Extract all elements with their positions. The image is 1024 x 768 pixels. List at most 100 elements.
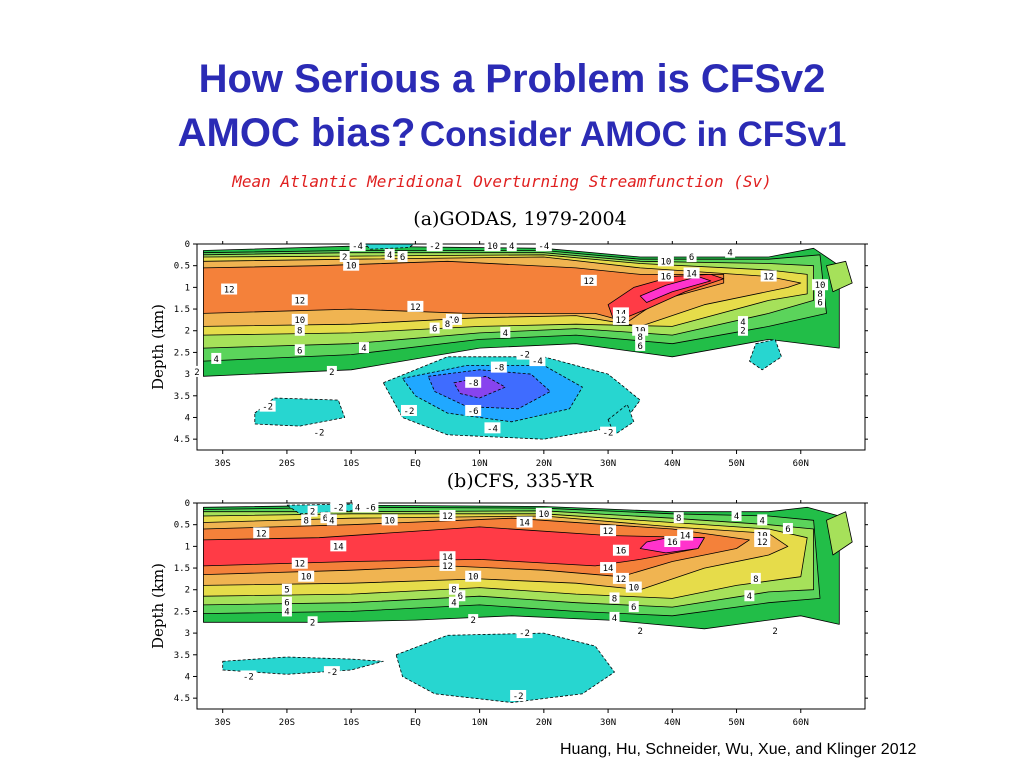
y-tick-label: 2 bbox=[185, 586, 190, 596]
contour-label-box bbox=[516, 348, 533, 360]
contour-label-box bbox=[686, 251, 697, 263]
x-tick-label: 30S bbox=[215, 718, 231, 728]
contour-label-box bbox=[326, 514, 337, 526]
contour-label: 12 bbox=[294, 560, 305, 570]
contour-label: -4 bbox=[352, 242, 363, 252]
y-tick-label: 3 bbox=[185, 629, 190, 639]
contour-label-box bbox=[294, 344, 305, 356]
contour-label-box bbox=[253, 527, 270, 539]
title-line-2-part-2: Consider AMOC in CFSv1 bbox=[419, 115, 847, 154]
contour-label-box bbox=[600, 562, 617, 574]
contour-label: -2 bbox=[519, 629, 530, 639]
contour-label: 10 bbox=[815, 281, 826, 291]
contour-label: -2 bbox=[429, 242, 440, 252]
contour-label-box bbox=[307, 616, 318, 628]
contour-label: 6 bbox=[458, 592, 463, 602]
contour-label: 10 bbox=[294, 316, 305, 326]
contour-band bbox=[203, 526, 705, 567]
x-tick-label: 40N bbox=[664, 718, 680, 728]
x-tick-label: 20N bbox=[536, 718, 552, 728]
contour-label-box bbox=[754, 529, 771, 541]
contour-label-box bbox=[770, 624, 781, 636]
contour-label-box bbox=[330, 501, 347, 513]
contour-label: 6 bbox=[785, 525, 790, 535]
contour-label: -2 bbox=[326, 668, 337, 678]
contour-label: 4 bbox=[361, 344, 366, 354]
figure-caption: Mean Atlantic Meridional Overturning Str… bbox=[232, 172, 772, 191]
contour-label: 2 bbox=[637, 627, 642, 637]
x-tick-label: EQ bbox=[410, 718, 421, 728]
contour-label: 6 bbox=[297, 346, 302, 356]
y-tick-label: 1 bbox=[185, 283, 190, 293]
contour-label: 6 bbox=[400, 253, 405, 263]
contour-label-box bbox=[744, 590, 755, 602]
contour-label-box bbox=[635, 624, 646, 636]
contour-label: -4 bbox=[532, 357, 543, 367]
contour-label-box bbox=[609, 611, 620, 623]
contour-label: 16 bbox=[660, 273, 671, 283]
x-tick-label: 10S bbox=[343, 718, 359, 728]
x-tick-label: 10S bbox=[343, 459, 359, 469]
contour-label: 4 bbox=[509, 242, 514, 252]
contour-label: 8 bbox=[676, 514, 681, 524]
x-tick-label: EQ bbox=[410, 459, 421, 469]
contour-label: 10 bbox=[346, 262, 357, 272]
y-tick-label: 1.5 bbox=[174, 305, 190, 315]
contour-label-box bbox=[812, 279, 829, 291]
x-tick-label: 20S bbox=[279, 459, 295, 469]
contour-label-box bbox=[343, 259, 360, 271]
y-axis-label: Depth (km) bbox=[149, 563, 167, 649]
contour-label: 4 bbox=[760, 516, 765, 526]
contour-label: 12 bbox=[294, 296, 305, 306]
contour-label-box bbox=[612, 572, 629, 584]
contour-label: 8 bbox=[445, 320, 450, 330]
contour-label: 6 bbox=[631, 603, 636, 613]
contour-label: 4 bbox=[612, 614, 617, 624]
contour-label-box bbox=[397, 251, 408, 263]
contour-label: 16 bbox=[616, 547, 627, 557]
contour-label-box bbox=[320, 512, 331, 524]
contour-label: 4 bbox=[329, 516, 334, 526]
contour-label-box bbox=[750, 572, 761, 584]
contour-label-box bbox=[468, 614, 479, 626]
contour-label-box bbox=[580, 274, 597, 286]
contour-band bbox=[395, 632, 615, 703]
contour-label: 2 bbox=[310, 618, 315, 628]
contour-label: 12 bbox=[442, 512, 453, 522]
contour-label: -6 bbox=[365, 503, 376, 513]
contour-label-box bbox=[612, 313, 629, 325]
contour-label: 2 bbox=[310, 508, 315, 518]
contour-label: -6 bbox=[468, 407, 479, 417]
contour-label-box bbox=[465, 570, 482, 582]
plot-frame bbox=[196, 243, 866, 451]
contour-label-box bbox=[221, 283, 238, 295]
contour-band bbox=[254, 397, 346, 427]
contour-label-box bbox=[326, 365, 337, 377]
contour-label-box bbox=[632, 324, 649, 336]
contour-label: -2 bbox=[262, 403, 273, 413]
contour-label: 10 bbox=[468, 573, 479, 583]
contour-label: 12 bbox=[757, 538, 768, 548]
y-tick-label: 0.5 bbox=[174, 262, 190, 272]
contour-label-box bbox=[349, 240, 366, 252]
contour-label: 4 bbox=[284, 607, 289, 617]
contour-label-box bbox=[782, 523, 793, 535]
contour-label: 10 bbox=[538, 510, 549, 520]
contour-label-box bbox=[294, 324, 305, 336]
contour-label-box bbox=[445, 313, 462, 325]
contour-label: 12 bbox=[410, 303, 421, 313]
contour-label-box bbox=[506, 240, 517, 252]
contour-label: 6 bbox=[432, 325, 437, 335]
contour-label: 2 bbox=[772, 627, 777, 637]
contour-label-box bbox=[628, 601, 639, 613]
credit-line: Huang, Hu, Schneider, Wu, Xue, and Kling… bbox=[560, 741, 917, 758]
contour-label: 8 bbox=[451, 586, 456, 596]
contour-label-box bbox=[439, 559, 456, 571]
x-tick-label: 30S bbox=[215, 459, 231, 469]
contour-label: 4 bbox=[734, 512, 739, 522]
y-tick-label: 4.5 bbox=[174, 435, 190, 445]
y-tick-label: 4.5 bbox=[174, 694, 190, 704]
contour-label: 12 bbox=[616, 575, 627, 585]
x-tick-label: 10N bbox=[471, 459, 487, 469]
panel-a-title: (a)GODAS, 1979-2004 bbox=[413, 208, 627, 230]
